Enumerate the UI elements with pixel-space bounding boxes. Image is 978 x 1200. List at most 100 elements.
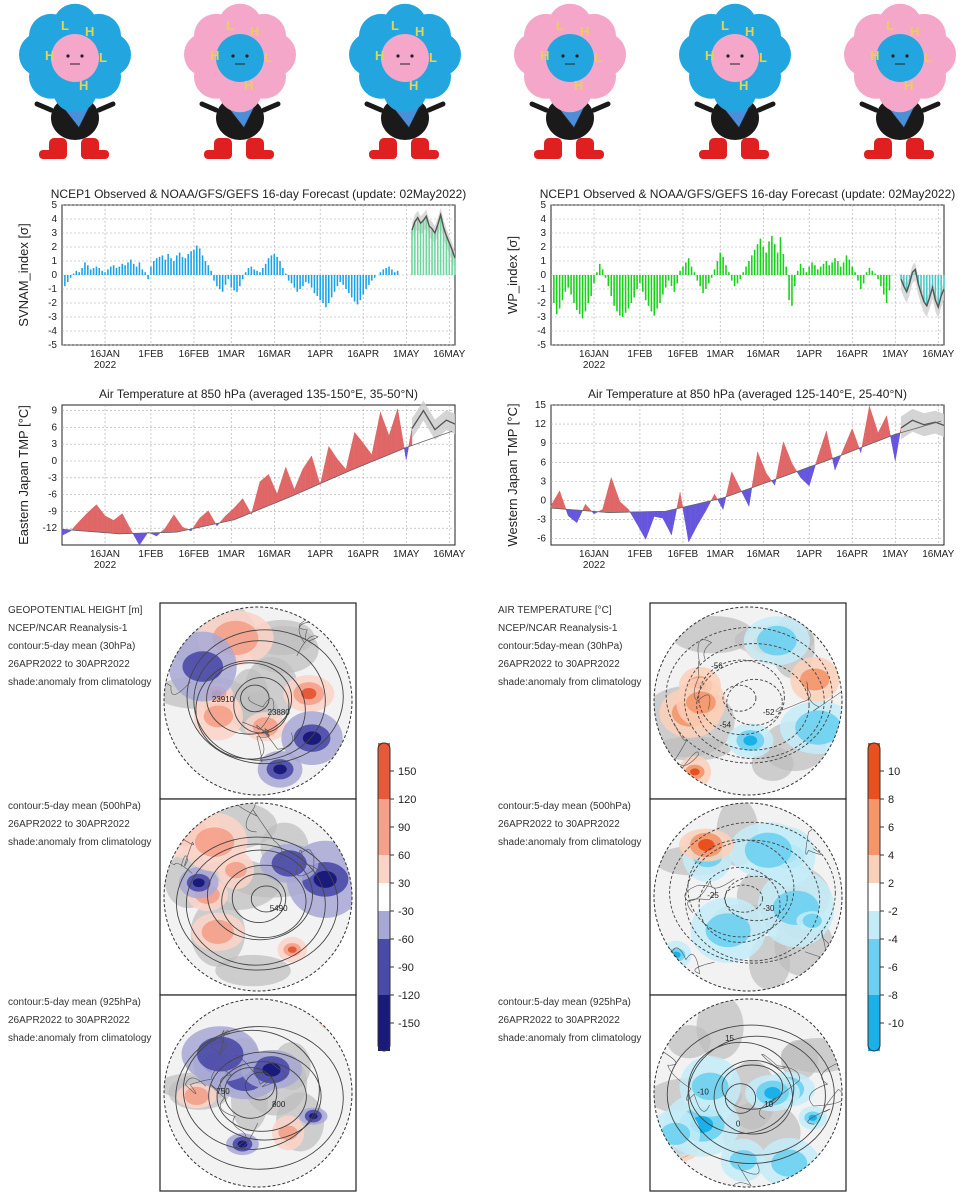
x-tick-label: 16MAY xyxy=(433,549,465,560)
y-tick-label: 1 xyxy=(540,256,546,267)
index-bar xyxy=(75,270,78,275)
map-caption-line: 26APR2022 to 30APR2022 xyxy=(8,1015,130,1026)
index-bar xyxy=(687,258,690,275)
index-bar xyxy=(636,275,638,289)
y-tick-label: -6 xyxy=(537,534,546,545)
index-bar xyxy=(854,272,856,275)
contour-label: -10 xyxy=(697,1087,709,1096)
index-bar xyxy=(607,275,610,287)
map-caption-line: contour:5-day mean (500hPa) xyxy=(8,801,141,812)
svg-text:H: H xyxy=(45,48,54,63)
index-bar xyxy=(693,272,696,275)
forecast-bar xyxy=(937,275,940,308)
y-tick-label: 0 xyxy=(540,270,546,281)
x-tick-label: 1MAY xyxy=(882,349,909,360)
index-bar xyxy=(647,275,650,306)
y-tick-label: -4 xyxy=(48,326,57,337)
mascot-figure: HLH LH xyxy=(184,3,296,159)
map-boundary xyxy=(653,802,843,992)
y-tick-label: -5 xyxy=(537,340,546,351)
map-caption-line: NCEP/NCAR Reanalysis-1 xyxy=(498,623,618,634)
index-bar xyxy=(239,275,241,287)
x-tick-label: 1APR xyxy=(796,349,822,360)
index-bar xyxy=(555,275,558,315)
index-bar xyxy=(736,275,739,284)
y-tick-label: 9 xyxy=(540,438,546,449)
colorbar-tick-label: 8 xyxy=(888,794,894,806)
forecast-mean-line xyxy=(900,419,945,429)
index-bar xyxy=(581,275,584,319)
index-bar xyxy=(828,265,831,275)
x-tick-label: 1FEB xyxy=(138,549,163,560)
index-bar xyxy=(576,275,578,310)
y-tick-label: -3 xyxy=(537,515,546,526)
index-bar xyxy=(834,258,836,275)
colorbar-tick-label: 2 xyxy=(888,878,894,890)
chart-title: Air Temperature at 850 hPa (averaged 125… xyxy=(588,387,907,401)
index-bar xyxy=(279,261,281,275)
map-caption-line: 26APR2022 to 30APR2022 xyxy=(498,1015,620,1026)
y-tick-label: -3 xyxy=(48,312,57,323)
contour-label: 23910 xyxy=(212,695,235,704)
colorbar-tick-label: -30 xyxy=(398,906,414,918)
y-tick-label: -2 xyxy=(537,298,546,309)
index-bar xyxy=(745,266,747,275)
map-caption-line: shade:anomaly from climatology xyxy=(8,837,151,848)
forecast-bar xyxy=(419,223,422,275)
index-bar xyxy=(373,275,376,278)
x-tick-label: 16MAR xyxy=(258,349,291,360)
x-tick-label: 16APR xyxy=(347,349,379,360)
contour-label: 800 xyxy=(272,1100,286,1109)
y-tick-label: 15 xyxy=(535,400,547,411)
y-axis-label: WP_index [σ] xyxy=(505,236,520,314)
forecast-bar xyxy=(448,242,451,275)
index-bar xyxy=(253,269,255,275)
svg-text:H: H xyxy=(375,48,384,63)
index-bar xyxy=(184,258,187,275)
index-bar xyxy=(558,275,561,309)
svg-text:H: H xyxy=(250,24,259,39)
y-tick-label: -5 xyxy=(48,340,57,351)
y-tick-label: -9 xyxy=(48,506,57,517)
index-bar xyxy=(319,275,321,301)
index-bar xyxy=(874,273,876,275)
colorbar-tick-label: 120 xyxy=(398,794,416,806)
y-tick-label: 1 xyxy=(51,256,57,267)
forecast-bar xyxy=(422,220,425,275)
index-bar xyxy=(713,269,716,275)
forecast-bar xyxy=(431,228,433,275)
contour-label: 10 xyxy=(764,1100,773,1109)
index-bar xyxy=(201,255,204,275)
index-bar xyxy=(353,275,356,302)
index-bar xyxy=(190,251,192,275)
index-bar xyxy=(662,275,664,295)
index-bar xyxy=(204,261,207,275)
svg-text:H: H xyxy=(210,48,219,63)
index-bar xyxy=(788,275,790,301)
colorbar-tick-label: 150 xyxy=(398,766,416,778)
index-bar xyxy=(633,275,635,298)
colorbar-tick-label: 4 xyxy=(888,850,894,862)
index-bar xyxy=(98,268,101,275)
colorbar-tick-label: -120 xyxy=(398,990,420,1002)
index-bar xyxy=(762,247,765,275)
index-bar xyxy=(164,259,167,275)
map-caption-line: contour:5-day mean (925hPa) xyxy=(498,997,631,1008)
map-caption-line: contour:5-day mean (925hPa) xyxy=(8,997,141,1008)
svg-text:H: H xyxy=(904,78,913,93)
polar-maps-section: GEOPOTENTIAL HEIGHT [m] NCEP/NCAR Reanaly… xyxy=(8,602,904,1192)
index-bar xyxy=(121,263,124,275)
index-bar xyxy=(69,275,72,278)
colorbar-tick-label: 6 xyxy=(888,822,894,834)
map-boundary xyxy=(653,998,843,1188)
index-bar xyxy=(330,275,333,298)
svg-text:H: H xyxy=(580,24,589,39)
index-bar xyxy=(567,275,570,288)
index-bar xyxy=(842,262,845,275)
index-bar xyxy=(78,272,81,275)
y-tick-label: 9 xyxy=(51,406,57,417)
svg-text:L: L xyxy=(429,50,437,65)
x-tick-label: 2022 xyxy=(94,560,117,571)
x-tick-label: 16MAR xyxy=(747,349,780,360)
index-bar xyxy=(368,275,370,285)
